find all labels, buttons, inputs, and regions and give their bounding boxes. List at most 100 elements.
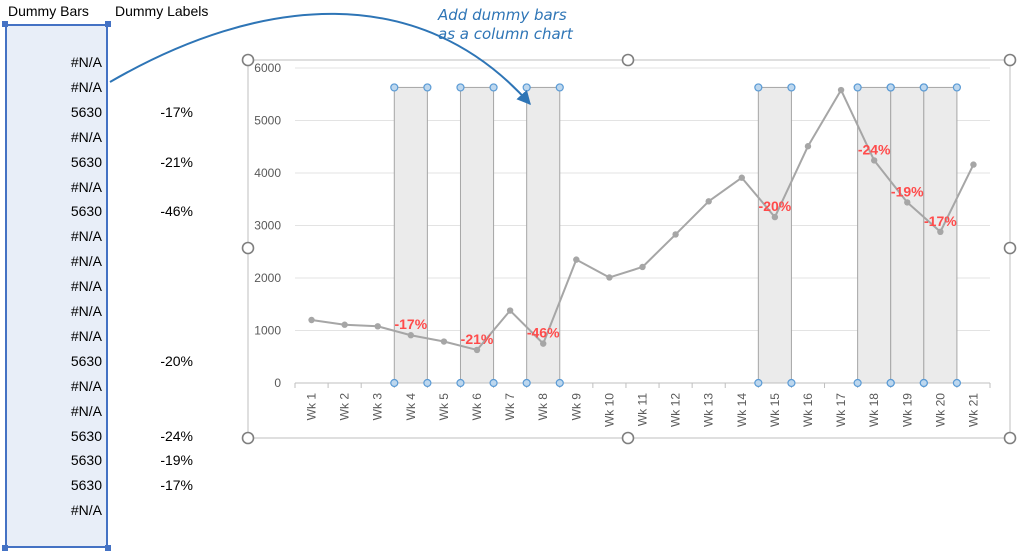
x-tick-label: Wk 7 xyxy=(503,393,517,421)
bar-selection-handle xyxy=(754,83,763,92)
cell-dummy-bar[interactable]: #N/A xyxy=(70,78,102,95)
cell-dummy-bar[interactable]: #N/A xyxy=(70,377,102,394)
chart-resize-handle[interactable] xyxy=(621,431,635,445)
selected-range-dummy-bars[interactable] xyxy=(5,24,108,548)
cell-dummy-bar[interactable]: #N/A xyxy=(70,502,102,519)
cell-dummy-bar[interactable]: #N/A xyxy=(70,178,102,195)
cell-dummy-bar[interactable]: #N/A xyxy=(70,278,102,295)
cell-dummy-bar[interactable]: #N/A xyxy=(70,253,102,270)
cell-dummy-label[interactable]: -19% xyxy=(160,452,193,469)
dummy-bar xyxy=(757,86,792,384)
cell-dummy-bar[interactable]: 5630 xyxy=(70,153,102,170)
cell-dummy-bar[interactable]: 5630 xyxy=(70,103,102,120)
cell-dummy-label[interactable]: -20% xyxy=(160,352,193,369)
dummy-bar xyxy=(459,86,495,384)
bar-selection-handle xyxy=(555,83,564,92)
cell-dummy-bar[interactable]: 5630 xyxy=(70,427,102,444)
y-tick-label: 3000 xyxy=(254,219,281,233)
bar-selection-handle xyxy=(489,83,498,92)
data-label: -17% xyxy=(924,213,957,229)
cell-dummy-bar[interactable]: 5630 xyxy=(70,452,102,469)
chart-resize-handle[interactable] xyxy=(241,431,255,445)
callout-annotation: Add dummy bars as a column chart xyxy=(438,6,573,44)
line-point xyxy=(606,274,613,281)
line-point xyxy=(804,143,812,150)
x-tick-label: Wk 10 xyxy=(602,393,616,427)
y-tick-label: 5000 xyxy=(254,114,281,128)
cell-dummy-bar[interactable]: #N/A xyxy=(70,402,102,419)
line-point xyxy=(937,228,944,235)
cell-dummy-bar[interactable]: #N/A xyxy=(70,54,102,70)
cell-dummy-label[interactable]: -17% xyxy=(160,103,193,120)
chart-resize-handle[interactable] xyxy=(1003,431,1017,445)
x-tick-label: Wk 15 xyxy=(768,393,782,427)
header-dummy-labels[interactable]: Dummy Labels xyxy=(115,3,209,19)
bar-selection-handle xyxy=(423,378,432,388)
x-tick-label: Wk 5 xyxy=(437,393,451,421)
x-tick-label: Wk 11 xyxy=(636,393,650,426)
callout-line-2: as a column chart xyxy=(438,25,573,43)
y-tick-label: 1000 xyxy=(254,324,281,338)
line-point xyxy=(473,346,481,354)
x-tick-label: Wk 20 xyxy=(933,393,947,427)
cell-dummy-bar[interactable]: #N/A xyxy=(70,303,102,319)
line-point xyxy=(407,332,415,339)
bar-selection-handle xyxy=(919,83,928,92)
x-tick-label: Wk 21 xyxy=(966,393,980,427)
bar-selection-handle xyxy=(555,378,564,388)
line-point xyxy=(639,263,646,271)
dummy-bar xyxy=(890,86,925,384)
cell-dummy-bar[interactable]: 5630 xyxy=(70,352,102,369)
dummy-bar xyxy=(923,86,958,384)
bar-selection-handle xyxy=(886,83,895,92)
line-point xyxy=(573,256,580,263)
cell-dummy-bar[interactable]: #N/A xyxy=(70,128,102,145)
bar-selection-handle xyxy=(456,83,465,92)
selection-handle-top-left[interactable] xyxy=(2,21,8,27)
line-point xyxy=(540,340,547,347)
x-tick-label: Wk 17 xyxy=(834,393,848,427)
header-dummy-bars[interactable]: Dummy Bars xyxy=(8,3,89,19)
data-label: -21% xyxy=(461,331,494,347)
chart-resize-handle[interactable] xyxy=(1003,241,1017,255)
bar-selection-handle xyxy=(952,83,962,92)
line-point xyxy=(771,213,779,221)
bar-selection-handle xyxy=(456,378,465,388)
line-point xyxy=(870,157,878,164)
cell-dummy-bar[interactable]: 5630 xyxy=(70,203,102,220)
x-tick-label: Wk 1 xyxy=(305,393,319,421)
cell-dummy-label[interactable]: -24% xyxy=(160,427,193,444)
chart-resize-handle[interactable] xyxy=(621,53,635,67)
x-tick-label: Wk 6 xyxy=(470,393,484,421)
data-label: -46% xyxy=(527,325,560,341)
line-point xyxy=(837,86,845,94)
selection-handle-top-right[interactable] xyxy=(105,21,111,27)
cell-dummy-label[interactable]: -21% xyxy=(160,153,193,170)
selection-handle-bottom-left[interactable] xyxy=(2,545,8,551)
data-label: -24% xyxy=(858,141,891,157)
line-point xyxy=(308,316,315,324)
dummy-bar xyxy=(393,86,428,384)
bar-selection-handle xyxy=(423,83,432,92)
cell-dummy-bar[interactable]: 5630 xyxy=(70,477,102,494)
bar-selection-handle xyxy=(390,83,399,92)
line-point xyxy=(506,307,514,314)
cell-dummy-bar[interactable]: #N/A xyxy=(70,327,102,344)
cell-dummy-label[interactable]: -46% xyxy=(160,203,193,220)
chart-resize-handle[interactable] xyxy=(241,53,255,67)
cell-dummy-bar[interactable]: #N/A xyxy=(70,228,102,245)
chart-resize-handle[interactable] xyxy=(241,241,255,255)
y-tick-label: 6000 xyxy=(254,61,281,75)
chart-resize-handle[interactable] xyxy=(1003,53,1017,67)
x-tick-label: Wk 19 xyxy=(900,393,914,427)
x-tick-label: Wk 4 xyxy=(404,393,418,421)
x-tick-label: Wk 9 xyxy=(569,393,583,421)
y-tick-label: 0 xyxy=(274,376,281,390)
bar-selection-handle xyxy=(952,378,962,388)
y-tick-label: 4000 xyxy=(254,166,281,180)
bar-selection-handle xyxy=(787,83,796,92)
line-point xyxy=(341,321,348,328)
selection-handle-bottom-right[interactable] xyxy=(105,545,111,551)
cell-dummy-label[interactable]: -17% xyxy=(160,477,193,494)
